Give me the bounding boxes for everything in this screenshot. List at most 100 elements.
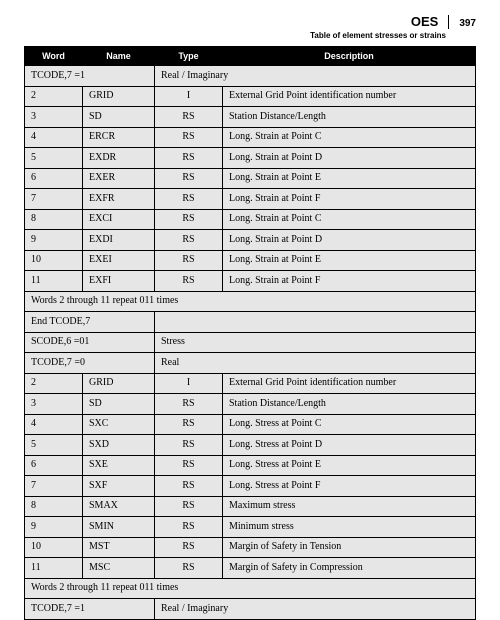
section-right: Stress (155, 332, 476, 353)
cell-name: SXC (83, 414, 155, 435)
cell-word: 6 (25, 455, 83, 476)
cell-name: GRID (83, 373, 155, 394)
cell-description: Long. Strain at Point D (223, 148, 476, 169)
section-left: SCODE,6 =01 (25, 332, 155, 353)
table-body: TCODE,7 =1Real / Imaginary2GRIDIExternal… (25, 66, 476, 620)
col-header-description: Description (223, 47, 476, 66)
cell-type: RS (155, 537, 223, 558)
table-row: Words 2 through 11 repeat 011 times (25, 578, 476, 599)
cell-description: Long. Strain at Point E (223, 168, 476, 189)
table-row: 10MSTRSMargin of Safety in Tension (25, 537, 476, 558)
cell-word: 5 (25, 148, 83, 169)
cell-name: SMIN (83, 517, 155, 538)
cell-description: Long. Stress at Point E (223, 455, 476, 476)
table-row: 6EXERRSLong. Strain at Point E (25, 168, 476, 189)
cell-type: RS (155, 168, 223, 189)
section-left: End TCODE,7 (25, 312, 155, 333)
cell-type: RS (155, 209, 223, 230)
cell-word: 4 (25, 414, 83, 435)
table-header: Word Name Type Description (25, 47, 476, 66)
cell-description: Long. Strain at Point C (223, 127, 476, 148)
cell-name: EXFI (83, 271, 155, 292)
table-row: 7EXFRRSLong. Strain at Point F (25, 189, 476, 210)
header-page-number: 397 (459, 18, 476, 29)
cell-type: I (155, 86, 223, 107)
col-header-word: Word (25, 47, 83, 66)
table-row: SCODE,6 =01Stress (25, 332, 476, 353)
cell-description: External Grid Point identification numbe… (223, 373, 476, 394)
cell-description: Station Distance/Length (223, 107, 476, 128)
cell-description: Station Distance/Length (223, 394, 476, 415)
cell-name: SXF (83, 476, 155, 497)
table-row: 4SXCRSLong. Stress at Point C (25, 414, 476, 435)
cell-name: GRID (83, 86, 155, 107)
cell-description: Long. Stress at Point C (223, 414, 476, 435)
table-row: 9EXDIRSLong. Strain at Point D (25, 230, 476, 251)
cell-name: SXE (83, 455, 155, 476)
cell-description: External Grid Point identification numbe… (223, 86, 476, 107)
table-row: Words 2 through 11 repeat 011 times (25, 291, 476, 312)
table-row: 2GRIDIExternal Grid Point identification… (25, 373, 476, 394)
cell-word: 3 (25, 107, 83, 128)
section-right: Real / Imaginary (155, 66, 476, 87)
cell-name: MST (83, 537, 155, 558)
cell-type: RS (155, 517, 223, 538)
cell-word: 7 (25, 189, 83, 210)
table-row: 11EXFIRSLong. Strain at Point F (25, 271, 476, 292)
col-header-name: Name (83, 47, 155, 66)
cell-description: Minimum stress (223, 517, 476, 538)
cell-name: EXFR (83, 189, 155, 210)
cell-word: 8 (25, 496, 83, 517)
col-header-type: Type (155, 47, 223, 66)
table-row: 5SXDRSLong. Stress at Point D (25, 435, 476, 456)
section-note: Words 2 through 11 repeat 011 times (25, 578, 476, 599)
cell-description: Long. Strain at Point D (223, 230, 476, 251)
cell-description: Maximum stress (223, 496, 476, 517)
table-row: 4ERCRRSLong. Strain at Point C (25, 127, 476, 148)
section-right: Real (155, 353, 476, 374)
cell-type: RS (155, 435, 223, 456)
cell-type: I (155, 373, 223, 394)
section-right (155, 312, 476, 333)
table-row: TCODE,7 =0Real (25, 353, 476, 374)
table-row: 6SXERSLong. Stress at Point E (25, 455, 476, 476)
table-row: 2GRIDIExternal Grid Point identification… (25, 86, 476, 107)
cell-word: 2 (25, 373, 83, 394)
cell-name: EXDR (83, 148, 155, 169)
page-header-line1: OES 397 (411, 14, 476, 29)
table-row: 3SDRSStation Distance/Length (25, 394, 476, 415)
table-row: 5EXDRRSLong. Strain at Point D (25, 148, 476, 169)
table-row: 8EXCIRSLong. Strain at Point C (25, 209, 476, 230)
cell-description: Long. Strain at Point F (223, 271, 476, 292)
cell-name: EXER (83, 168, 155, 189)
cell-word: 2 (25, 86, 83, 107)
header-divider (448, 15, 449, 29)
cell-type: RS (155, 394, 223, 415)
cell-word: 5 (25, 435, 83, 456)
cell-word: 11 (25, 271, 83, 292)
cell-description: Margin of Safety in Compression (223, 558, 476, 579)
table-row: 3SDRSStation Distance/Length (25, 107, 476, 128)
cell-word: 7 (25, 476, 83, 497)
cell-type: RS (155, 107, 223, 128)
stress-strain-table: Word Name Type Description TCODE,7 =1Rea… (24, 46, 476, 620)
cell-type: RS (155, 455, 223, 476)
section-left: TCODE,7 =0 (25, 353, 155, 374)
cell-word: 3 (25, 394, 83, 415)
table-row: 8SMAXRSMaximum stress (25, 496, 476, 517)
cell-description: Long. Strain at Point C (223, 209, 476, 230)
cell-word: 6 (25, 168, 83, 189)
cell-name: EXDI (83, 230, 155, 251)
cell-word: 9 (25, 517, 83, 538)
cell-word: 8 (25, 209, 83, 230)
cell-type: RS (155, 271, 223, 292)
table-row: TCODE,7 =1Real / Imaginary (25, 66, 476, 87)
table-row: End TCODE,7 (25, 312, 476, 333)
cell-description: Long. Strain at Point E (223, 250, 476, 271)
cell-type: RS (155, 414, 223, 435)
cell-word: 10 (25, 250, 83, 271)
cell-name: SD (83, 394, 155, 415)
cell-name: MSC (83, 558, 155, 579)
cell-name: SMAX (83, 496, 155, 517)
cell-word: 9 (25, 230, 83, 251)
